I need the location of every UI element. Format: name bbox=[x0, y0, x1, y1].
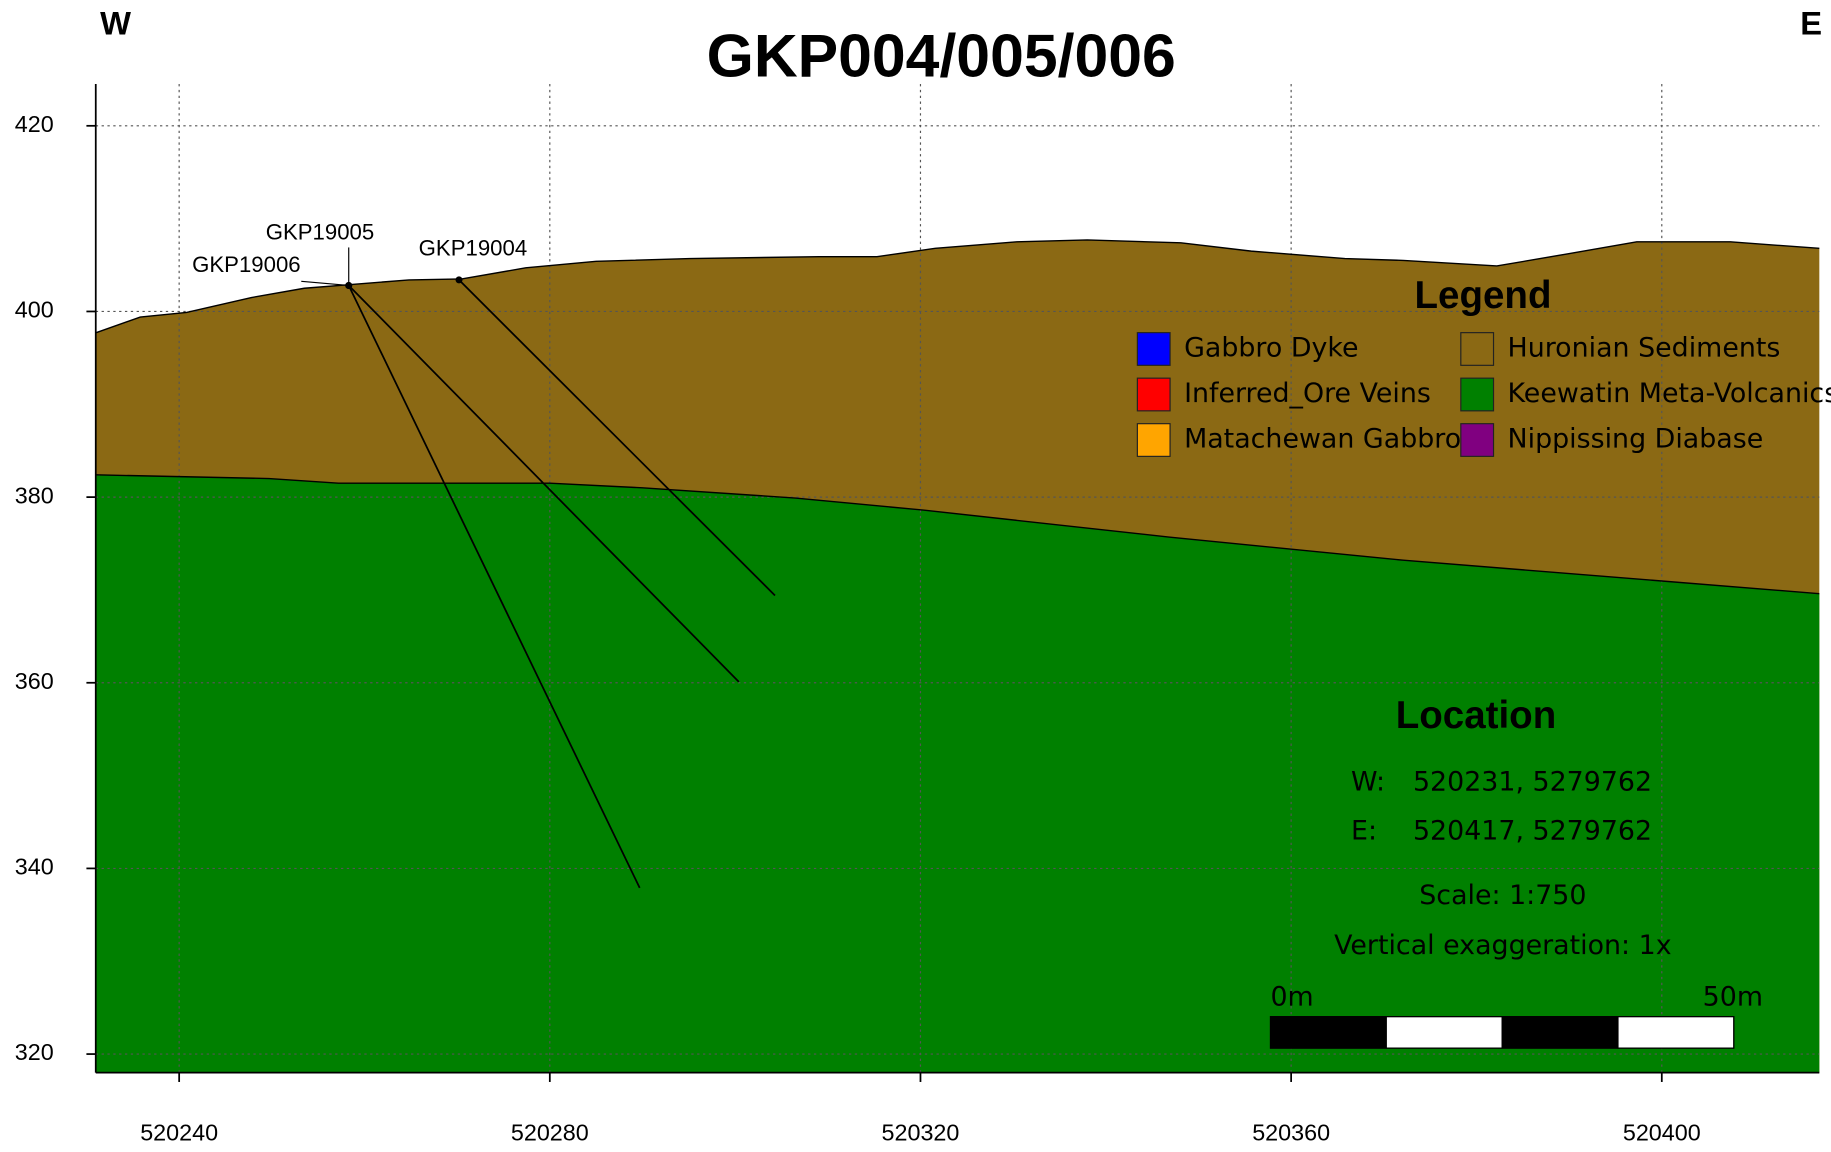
legend-swatch bbox=[1136, 332, 1171, 366]
hole-label: GKP19005 bbox=[266, 219, 375, 244]
scale-bar bbox=[1269, 1016, 1735, 1049]
x-tick-label: 520400 bbox=[1623, 1120, 1701, 1146]
legend-swatch bbox=[1460, 332, 1495, 366]
scale-bar-segment bbox=[1269, 1016, 1387, 1049]
legend-swatch bbox=[1460, 423, 1495, 457]
x-tick-label: 520360 bbox=[1252, 1120, 1330, 1146]
collar bbox=[455, 276, 463, 284]
x-tick-label: 520320 bbox=[882, 1120, 960, 1146]
x-tick-label: 520280 bbox=[511, 1120, 589, 1146]
layer-boundary bbox=[95, 239, 1820, 334]
layer-boundary bbox=[95, 474, 1820, 595]
label-leader bbox=[301, 280, 349, 287]
y-tick-label: 420 bbox=[15, 111, 54, 137]
legend-title: Legend bbox=[1415, 274, 1552, 317]
location-value: 520231, 5279762 bbox=[1413, 767, 1652, 798]
legend-label: Huronian Sediments bbox=[1508, 332, 1781, 363]
exaggeration-text: Vertical exaggeration: 1x bbox=[1334, 930, 1672, 961]
y-tick-label: 320 bbox=[15, 1039, 54, 1065]
legend-label: Matachewan Gabbro bbox=[1184, 424, 1461, 455]
legend-swatch bbox=[1136, 423, 1171, 457]
y-tick-label: 380 bbox=[15, 482, 54, 508]
y-tick-label: 340 bbox=[15, 854, 54, 880]
hole-label: GKP19004 bbox=[419, 236, 528, 261]
location-key: W: bbox=[1351, 767, 1385, 798]
location-key: E: bbox=[1351, 816, 1377, 847]
drill-hole bbox=[458, 279, 776, 597]
drill-hole bbox=[347, 285, 641, 889]
overlay: 320 340 360 380 400 420 520240 520280 520320 5203… bbox=[15, 4, 1831, 1145]
grid bbox=[95, 84, 1820, 1073]
legend-label: Gabbro Dyke bbox=[1184, 332, 1358, 363]
scale-bar-segment bbox=[1617, 1016, 1735, 1049]
legend-swatch bbox=[1136, 377, 1171, 412]
chart-title: GKP004/005/006 bbox=[707, 22, 1176, 90]
scale-bar-label: 0m bbox=[1270, 981, 1313, 1012]
scale-text: Scale: 1:750 bbox=[1419, 880, 1586, 911]
corner-label: E bbox=[1800, 4, 1822, 41]
location-title: Location bbox=[1396, 694, 1557, 737]
legend-swatch bbox=[1460, 377, 1495, 412]
y-tick-label: 360 bbox=[15, 668, 54, 694]
legend-label: Inferred_Ore Veins bbox=[1184, 378, 1431, 409]
location-value: 520417, 5279762 bbox=[1413, 816, 1652, 847]
legend-label: Keewatin Meta-Volcanics bbox=[1508, 378, 1831, 409]
drill-hole bbox=[348, 284, 740, 683]
legend-label: Nippissing Diabase bbox=[1508, 424, 1764, 455]
scale-bar-segment bbox=[1385, 1016, 1503, 1049]
x-tick-label: 520240 bbox=[140, 1120, 218, 1146]
scale-bar-segment bbox=[1501, 1016, 1619, 1049]
y-tick-label: 400 bbox=[15, 297, 54, 323]
scale-bar-label: 50m bbox=[1703, 981, 1763, 1012]
layers bbox=[95, 239, 1820, 1073]
corner-label: W bbox=[100, 4, 131, 41]
rock-layer bbox=[95, 474, 1820, 1073]
hole-label: GKP19006 bbox=[192, 252, 301, 277]
